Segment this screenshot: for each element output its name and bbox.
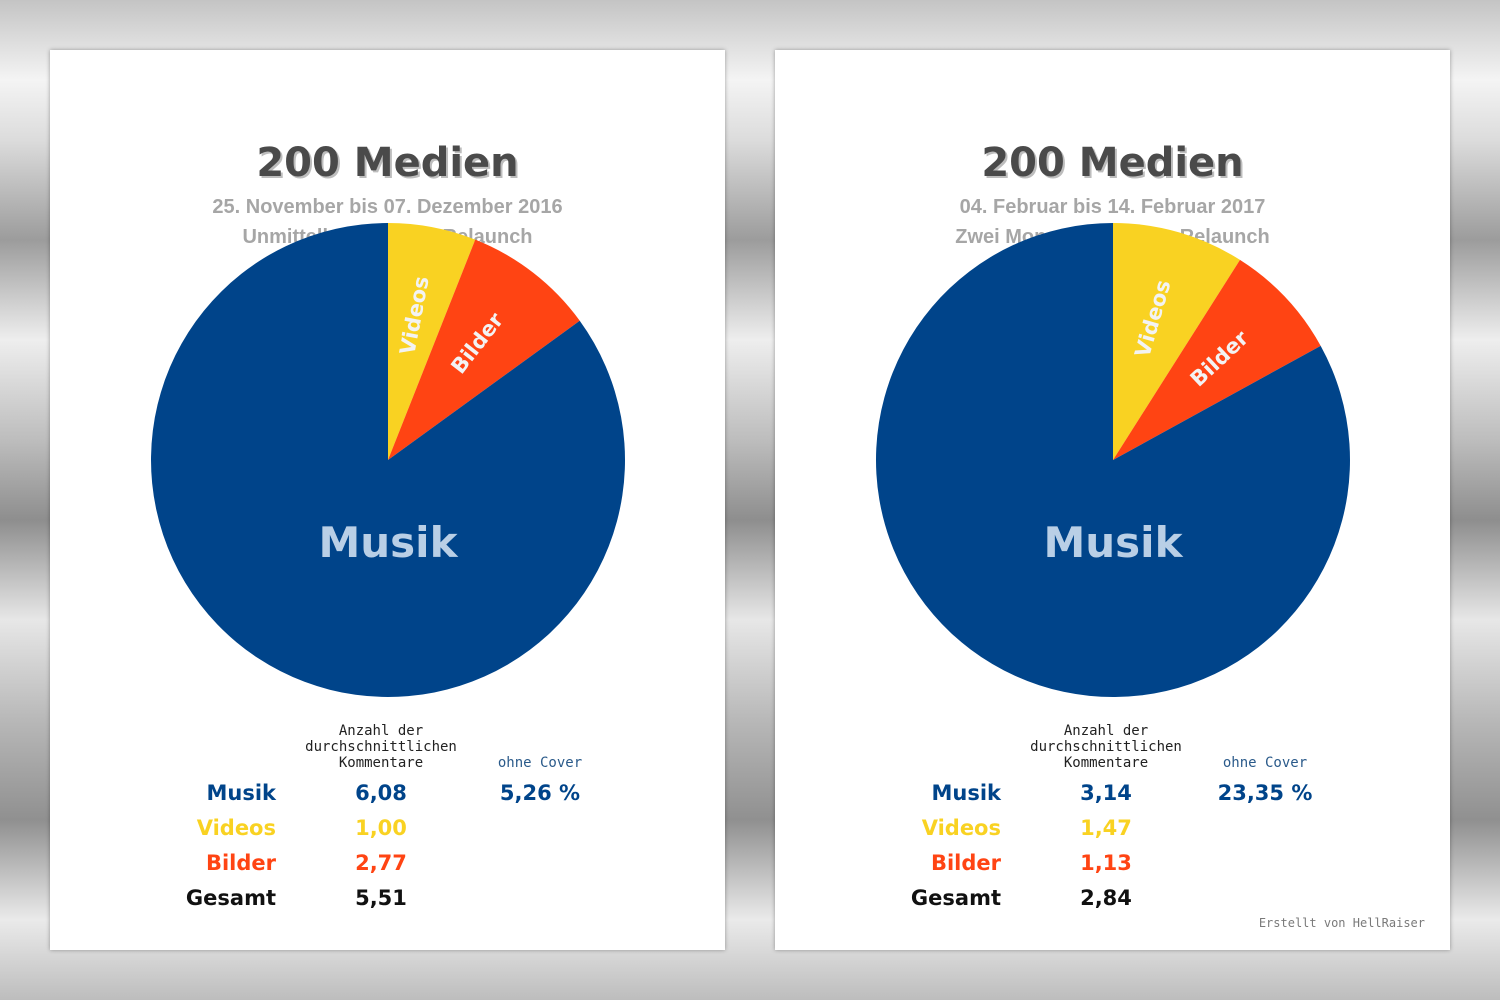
chart-subtitle-dates: 25. November bis 07. Dezember 2016 — [212, 196, 563, 218]
table-header: Anzahl der durchschnittlichen Kommentare — [276, 723, 486, 771]
table-row-gesamt: Gesamt 2,84 — [775, 886, 1450, 916]
row-value: 6,08 — [355, 781, 407, 805]
row-extra: 5,26 % — [499, 781, 581, 805]
table-extra-header: ohne Cover — [1222, 755, 1308, 771]
credit-text: Erstellt von HellRaiser — [1258, 916, 1425, 930]
pie-slice-videos — [388, 223, 476, 460]
chart-title: 200 Medien — [256, 140, 519, 186]
row-value: 3,14 — [1080, 781, 1132, 805]
row-label: Videos — [196, 816, 276, 840]
table-header-line: Anzahl der — [338, 723, 424, 739]
table-row-videos: Videos 1,00 — [50, 816, 725, 846]
row-label: Videos — [921, 816, 1001, 840]
pie-label-musik: Musik — [318, 518, 458, 567]
table-header: Anzahl der durchschnittlichen Kommentare — [1001, 723, 1211, 771]
table-row-musik: Musik 6,08 5,26 % — [50, 781, 725, 811]
pie-slice-musik — [875, 223, 1350, 697]
table-row-videos: Videos 1,47 — [775, 816, 1450, 846]
row-label: Bilder — [205, 851, 276, 875]
row-label: Musik — [206, 781, 276, 805]
chart-title: 200 Medien — [981, 140, 1244, 186]
table-row-bilder: Bilder 2,77 — [50, 851, 725, 881]
row-extra: 23,35 % — [1217, 781, 1313, 805]
chart-subtitle-dates: 04. Februar bis 14. Februar 2017 — [959, 196, 1266, 218]
row-label: Gesamt — [910, 886, 1001, 910]
row-value: 1,13 — [1080, 851, 1132, 875]
pie-slice-musik — [151, 223, 626, 697]
row-label: Musik — [931, 781, 1001, 805]
row-label: Bilder — [930, 851, 1001, 875]
table-header-line: Kommentare — [1063, 755, 1149, 771]
row-value: 1,47 — [1080, 816, 1132, 840]
table-extra-header: ohne Cover — [497, 755, 583, 771]
row-value: 2,84 — [1080, 886, 1132, 910]
table-row-musik: Musik 3,14 23,35 % — [775, 781, 1450, 811]
row-value: 1,00 — [355, 816, 407, 840]
row-label: Gesamt — [185, 886, 276, 910]
table-row-bilder: Bilder 1,13 — [775, 851, 1450, 881]
table-header-line: Anzahl der — [1063, 723, 1149, 739]
row-value: 2,77 — [355, 851, 407, 875]
table-header-line: Kommentare — [338, 755, 424, 771]
pie-slice-videos — [1113, 223, 1240, 460]
pie-slice-bilder — [388, 239, 580, 460]
chart-panel-left: 200 Medien 25. November bis 07. Dezember… — [50, 50, 725, 950]
pie-slice-bilder — [1113, 259, 1321, 460]
table-header-line: durchschnittlichen — [305, 739, 457, 755]
pie-label-musik: Musik — [1043, 518, 1183, 567]
chart-panel-right: 200 Medien 04. Februar bis 14. Februar 2… — [775, 50, 1450, 950]
table-row-gesamt: Gesamt 5,51 — [50, 886, 725, 916]
row-value: 5,51 — [355, 886, 407, 910]
table-header-line: durchschnittlichen — [1030, 739, 1182, 755]
